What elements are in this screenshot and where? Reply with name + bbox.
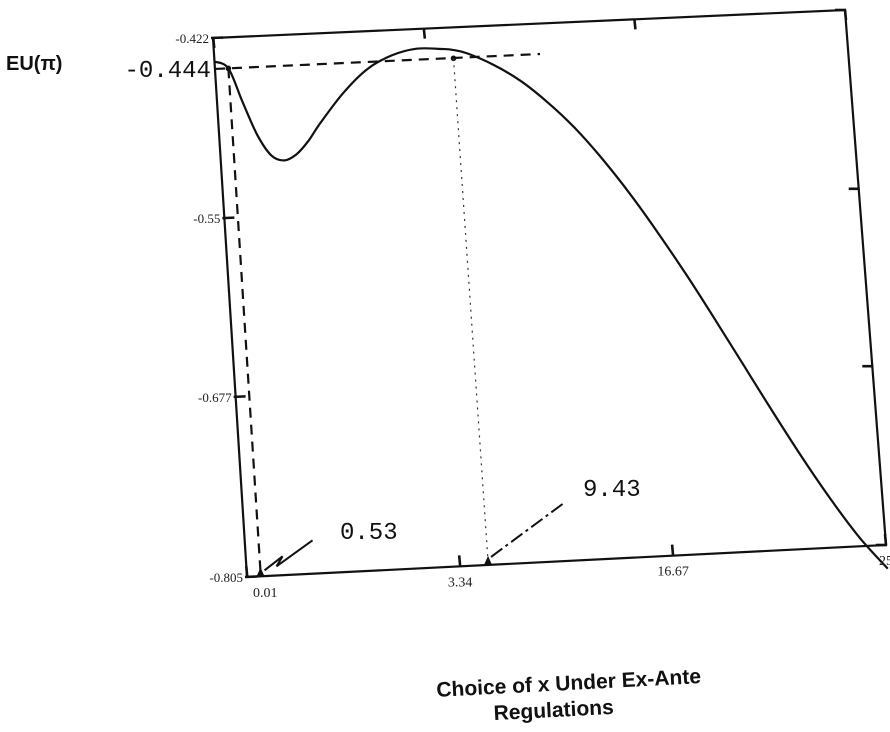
series-layer	[213, 47, 889, 570]
reference-vline	[227, 68, 262, 573]
y-tick-mark	[233, 395, 246, 399]
reference-vline	[452, 58, 489, 561]
x-tick-mark-top	[843, 9, 848, 21]
marker-pointer-2	[490, 502, 565, 558]
x-marker-arrowhead	[256, 567, 265, 577]
x-tick-mark	[244, 565, 249, 578]
y-tick-label: -0.422	[175, 31, 209, 46]
x-tick-mark-top	[422, 28, 427, 39]
x-tick-mark-top	[211, 37, 216, 49]
axis-ticks: -0.422 -0.55 -0.677 -0.805 0.01 3.34 16.67 25	[175, 8, 890, 601]
marker-label-1: 0.53	[340, 520, 398, 547]
x-tick-label: 16.67	[657, 565, 689, 580]
y-tick-label: -0.805	[209, 570, 243, 585]
reference-lines: -0.444 0.53 9.43	[125, 52, 641, 577]
y-axis-label: EU(π)	[6, 53, 62, 75]
x-axis-label-line-1: Choice of x Under Ex-Ante	[436, 665, 702, 702]
x-tick-mark	[670, 544, 675, 556]
x-tick-label: 0.01	[253, 586, 278, 601]
y-tick-mark	[210, 36, 224, 40]
x-marker-arrowhead	[484, 555, 493, 565]
marker-pointer-1	[263, 539, 314, 572]
y-tick-label: -0.677	[198, 390, 232, 405]
y-tick-mark	[222, 216, 235, 220]
x-axis-label-line-2: Regulations	[493, 696, 614, 725]
x-tick-label: 25	[879, 554, 890, 569]
series-line	[213, 47, 889, 570]
marker-label-2: 9.43	[583, 477, 641, 504]
plot-frame	[211, 8, 888, 579]
x-tick-mark	[883, 533, 888, 546]
reference-y-label: -0.444	[125, 58, 211, 85]
plot-area	[211, 8, 888, 579]
x-tick-mark	[457, 555, 462, 567]
y-tick-label: -0.55	[193, 211, 220, 226]
x-tick-label: 3.34	[448, 575, 473, 590]
x-tick-mark-top	[633, 19, 637, 30]
